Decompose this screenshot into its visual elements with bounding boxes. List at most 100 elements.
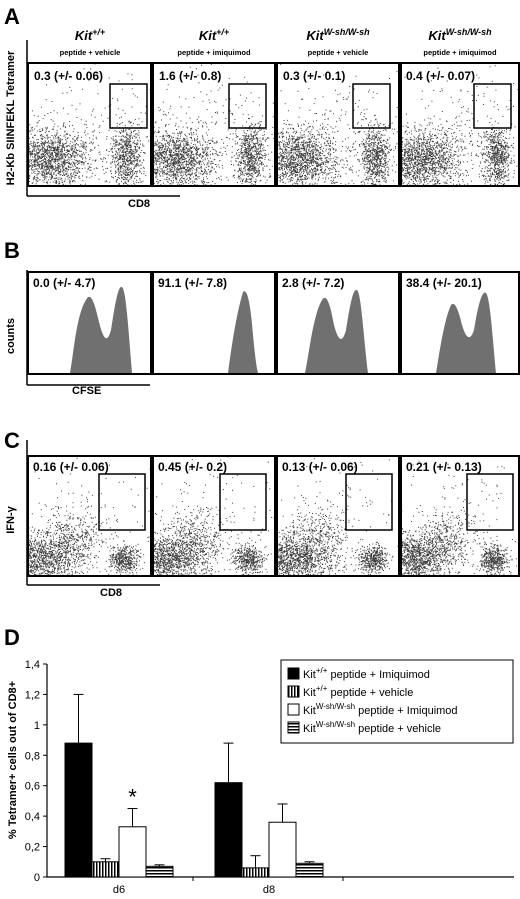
panel-b-col-2-value: 91.1 (+/- 7.8) [158, 276, 227, 290]
panel-c: C IFN-γ CD8 0.16 (+/- 0.06) 0.45 (+/- 0.… [4, 428, 520, 599]
panel-a-col-2-value: 1.6 (+/- 0.8) [159, 69, 221, 83]
dot-cloud [153, 63, 275, 186]
panel-b-col-2-histogram [228, 291, 258, 373]
dot-cloud [153, 456, 275, 576]
legend-entry: KitW-sh/W-sh peptide + Imiquimod [303, 702, 458, 717]
bar-d8-series-1 [214, 782, 243, 878]
panel-b-col-4-histogram [436, 292, 496, 373]
dot-cloud [28, 63, 151, 186]
panel-b-col-1-histogram [70, 286, 132, 373]
legend-entry: KitW-sh/W-sh peptide + vehicle [303, 720, 441, 735]
y-tick-label: 0,8 [25, 750, 40, 762]
panel-d-ylabel: % Tetramer+ cells out of CD8+ [7, 681, 19, 839]
panel-c-xlabel: CD8 [100, 587, 122, 599]
legend-swatch [287, 703, 300, 716]
panel-a-col-3: KitW-sh/W-sh peptide + vehicle 0.3 (+/- … [276, 27, 400, 187]
panel-c-col-2: 0.45 (+/- 0.2) [152, 455, 276, 577]
panel-b-col-4-frame [400, 271, 520, 375]
legend-box [280, 659, 514, 744]
panel-a-col-1-frame [27, 62, 152, 187]
panel-b-col-3-value: 2.8 (+/- 7.2) [282, 276, 344, 290]
x-tick-label: d8 [263, 884, 275, 896]
significance-asterisk: * [128, 785, 137, 810]
panel-a-col-2-genotype: Kit+/+ [199, 27, 230, 43]
panel-d: D % Tetramer+ cells out of CD8+ 0 0,2 0,4 0… [4, 625, 514, 896]
panel-c-col-2-frame [152, 455, 276, 577]
panel-a-col-4-condition: peptide + imiquimod [423, 48, 497, 57]
panel-b-col-4-value: 38.4 (+/- 20.1) [406, 276, 482, 290]
panel-a-col-4: KitW-sh/W-sh peptide + imiquimod 0.4 (+/… [400, 27, 520, 187]
panel-a-col-3-condition: peptide + vehicle [308, 48, 369, 57]
bar-d6-series-1 [64, 742, 93, 878]
panel-a-col-1-genotype: Kit+/+ [75, 27, 106, 43]
panel-a-col-3-gate [352, 83, 391, 129]
panel-c-col-3-value: 0.13 (+/- 0.06) [282, 460, 358, 474]
legend-swatch [287, 721, 300, 734]
panel-a-col-1-condition: peptide + vehicle [60, 48, 121, 57]
bar-d8-series-2 [241, 867, 270, 878]
panel-c-ylabel: IFN-γ [5, 505, 17, 533]
y-tick-label: 1 [34, 720, 40, 732]
panel-c-col-3-frame [276, 455, 400, 577]
y-tick-label: 0,4 [25, 811, 40, 823]
y-tick-label: 0,2 [25, 842, 40, 854]
panel-c-col-2-gate [219, 473, 267, 531]
panel-a-col-3-genotype: KitW-sh/W-sh [306, 27, 370, 43]
panel-b-col-2-frame [152, 271, 276, 375]
panel-a-col-2-condition: peptide + imiquimod [177, 48, 251, 57]
panel-c-col-1-value: 0.16 (+/- 0.06) [33, 460, 109, 474]
panel-c-col-1-gate [98, 473, 146, 531]
panel-a-col-1-gate [109, 83, 148, 129]
panel-c-col-1: 0.16 (+/- 0.06) [27, 455, 152, 577]
x-tick-label: d6 [113, 884, 125, 896]
panel-c-col-4-value: 0.21 (+/- 0.13) [406, 460, 482, 474]
panel-a-col-4-frame [400, 62, 520, 187]
y-tick-label: 1,4 [25, 659, 40, 671]
panel-a: A H2-Kb SIINFEKL Tetramer CD8 Kit+/+ pep… [4, 4, 520, 210]
panel-c-col-4-frame [400, 455, 520, 577]
panel-a-col-2-frame [152, 62, 276, 187]
y-tick-label: 0,6 [25, 781, 40, 793]
panel-c-col-4: 0.21 (+/- 0.13) [400, 455, 520, 577]
panel-b-col-3-histogram [305, 289, 368, 373]
panel-a-col-1: Kit+/+ peptide + vehicle 0.3 (+/- 0.06) [27, 27, 152, 187]
panel-c-col-4-dots [401, 460, 520, 576]
bar-d8-series-4 [295, 862, 324, 878]
dot-cloud [277, 456, 399, 576]
bar-d6-series-2 [91, 861, 120, 878]
dot-cloud [277, 63, 398, 186]
panel-a-col-4-value: 0.4 (+/- 0.07) [406, 69, 475, 83]
legend-swatch [287, 685, 300, 698]
panel-c-col-3-dots [277, 456, 399, 576]
panel-b-xlabel: CFSE [72, 385, 101, 397]
panel-b-col-3-frame [276, 271, 400, 375]
y-tick-label: 0 [34, 872, 40, 884]
panel-b-col-1: 0.0 (+/- 4.7) [27, 271, 152, 375]
bar-d8-series-3 [268, 821, 297, 878]
panel-d-legend: Kit+/+ peptide + Imiquimod Kit+/+ peptide… [280, 659, 514, 744]
panel-c-letter: C [4, 428, 20, 453]
panel-a-col-3-dots [277, 63, 398, 186]
panel-a-xlabel: CD8 [128, 198, 150, 210]
legend-entry: Kit+/+ peptide + Imiquimod [303, 666, 430, 681]
panel-a-letter: A [4, 4, 20, 29]
panel-a-col-4-genotype: KitW-sh/W-sh [428, 27, 492, 43]
panel-c-col-4-gate [466, 473, 514, 531]
panel-a-col-3-value: 0.3 (+/- 0.1) [283, 69, 345, 83]
panel-d-letter: D [4, 625, 20, 650]
panel-c-col-3-gate [345, 473, 393, 531]
panel-c-col-3: 0.13 (+/- 0.06) [276, 455, 400, 577]
bar-d6-series-3 [118, 826, 147, 878]
panel-a-ylabel: H2-Kb SIINFEKL Tetramer [5, 50, 17, 185]
bar-d6-series-4 [145, 865, 174, 878]
panel-b-col-4: 38.4 (+/- 20.1) [400, 271, 520, 375]
panel-c-col-1-frame [27, 455, 152, 577]
dot-cloud [401, 460, 520, 576]
y-tick-label: 1,2 [25, 689, 40, 701]
panel-b-col-3: 2.8 (+/- 7.2) [276, 271, 400, 375]
panel-a-col-4-gate [473, 83, 512, 129]
panel-b-col-2: 91.1 (+/- 7.8) [152, 271, 276, 375]
panel-b-ylabel: counts [5, 318, 17, 354]
panel-a-col-2: Kit+/+ peptide + imiquimod 1.6 (+/- 0.8) [152, 27, 276, 187]
panel-b-col-1-frame [27, 271, 152, 375]
